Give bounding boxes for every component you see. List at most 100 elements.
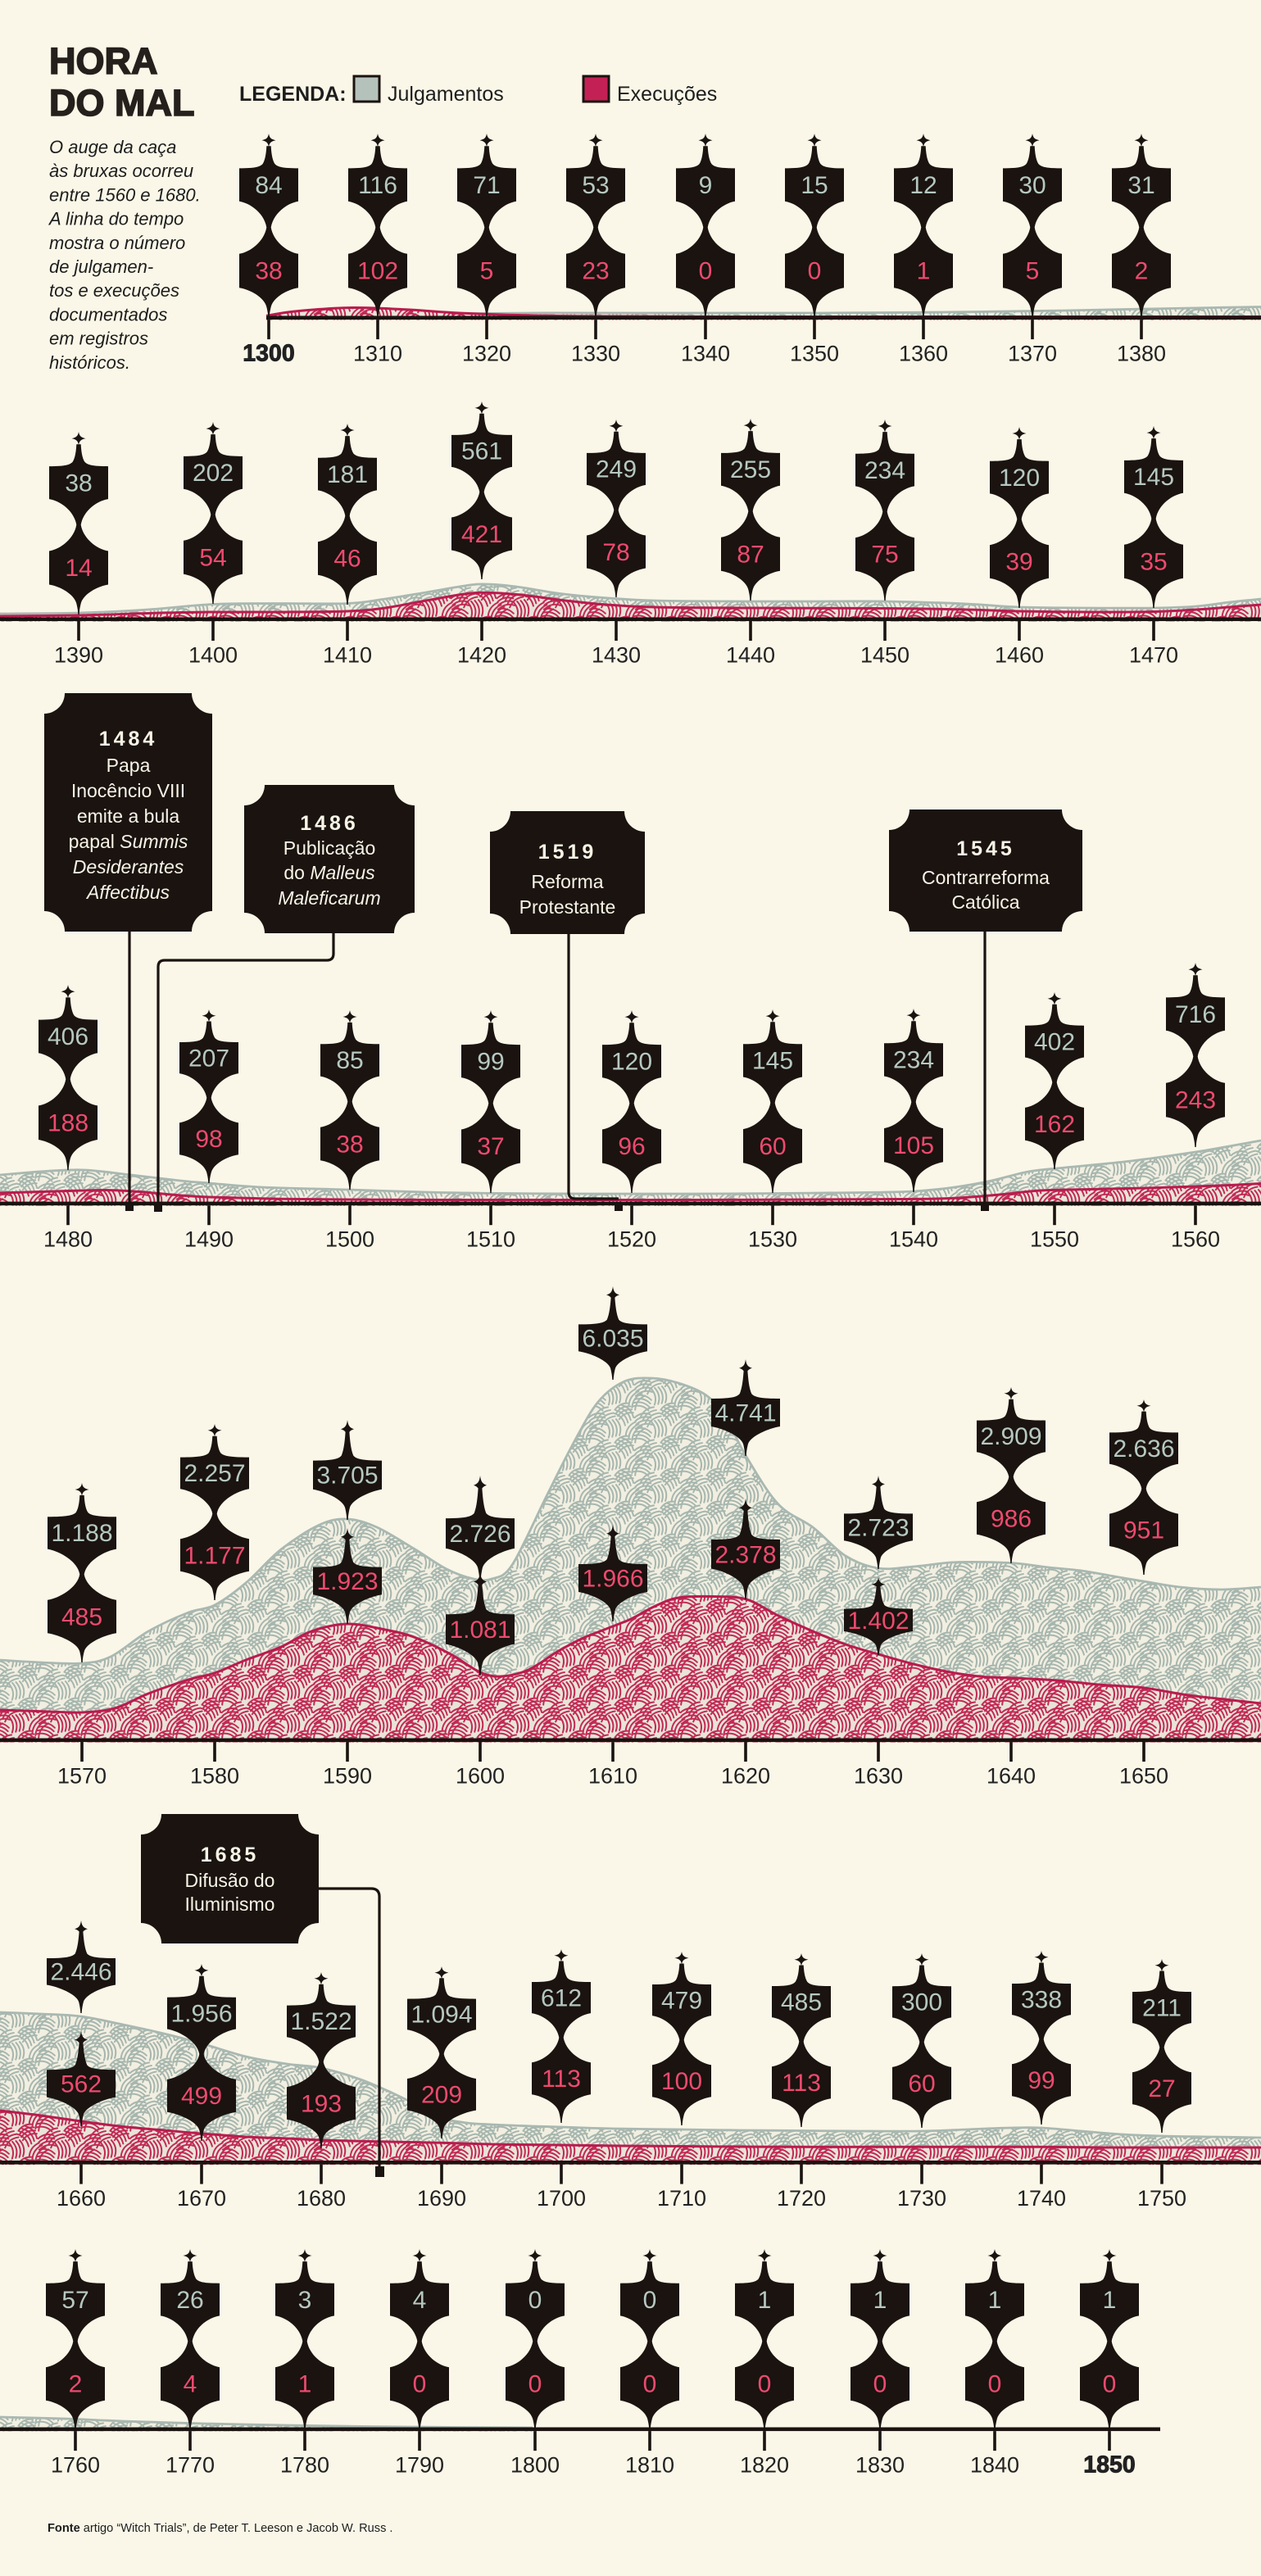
svg-text:15: 15 [801,172,828,199]
svg-text:emite a bula: emite a bula [77,805,180,827]
svg-text:57: 57 [61,2287,88,2314]
svg-text:181: 181 [327,461,368,488]
svg-text:105: 105 [893,1132,934,1159]
svg-text:Maleficarum: Maleficarum [278,887,380,909]
svg-text:485: 485 [781,1989,822,2016]
svg-text:100: 100 [661,2068,702,2095]
svg-text:Julgamentos: Julgamentos [388,83,504,106]
svg-text:Execuções: Execuções [617,83,717,106]
svg-text:DO MAL: DO MAL [49,82,194,124]
svg-text:0: 0 [758,2371,772,2398]
svg-text:0: 0 [528,2287,542,2314]
svg-text:23: 23 [582,258,609,285]
svg-text:249: 249 [596,456,637,483]
svg-text:14: 14 [65,555,92,582]
svg-text:39: 39 [1005,549,1032,576]
svg-text:84: 84 [255,172,282,199]
svg-text:Inocêncio VIII: Inocêncio VIII [71,780,185,801]
svg-text:1780: 1780 [280,2453,329,2478]
svg-text:Protestante: Protestante [519,896,616,918]
svg-text:78: 78 [602,539,629,566]
svg-text:1486: 1486 [300,812,359,835]
svg-text:485: 485 [61,1603,102,1630]
svg-text:562: 562 [61,2070,102,2098]
svg-text:1520: 1520 [607,1227,656,1252]
svg-text:0: 0 [699,258,713,285]
svg-text:1790: 1790 [395,2453,444,2478]
svg-text:1810: 1810 [625,2453,674,2478]
svg-text:402: 402 [1034,1028,1075,1055]
svg-text:1700: 1700 [537,2186,586,2211]
svg-text:27: 27 [1148,2075,1175,2102]
svg-text:60: 60 [759,1133,786,1160]
svg-text:193: 193 [301,2090,342,2117]
svg-text:1550: 1550 [1030,1227,1079,1252]
svg-text:1484: 1484 [99,728,158,751]
svg-text:1670: 1670 [177,2186,226,2211]
svg-text:1500: 1500 [325,1227,374,1252]
svg-text:986: 986 [991,1505,1032,1532]
svg-text:0: 0 [1103,2371,1117,2398]
svg-text:LEGENDA:: LEGENDA: [239,83,347,106]
svg-text:1440: 1440 [726,642,775,667]
svg-text:1: 1 [1103,2287,1117,2314]
svg-text:2.636: 2.636 [1113,1435,1174,1463]
svg-text:1350: 1350 [790,342,839,366]
svg-text:1.966: 1.966 [582,1566,643,1593]
svg-text:1850: 1850 [1083,2452,1135,2478]
svg-text:1460: 1460 [995,642,1044,667]
svg-text:Papa: Papa [107,755,151,776]
svg-text:1830: 1830 [855,2453,905,2478]
svg-text:1: 1 [873,2287,887,2314]
svg-text:Reforma: Reforma [531,871,603,892]
svg-text:A linha do tempo: A linha do tempo [48,209,184,229]
svg-text:Católica: Católica [951,891,1019,913]
svg-text:1590: 1590 [323,1764,372,1789]
svg-text:1400: 1400 [188,642,238,667]
svg-text:211: 211 [1142,1994,1182,2021]
svg-text:38: 38 [255,258,282,285]
svg-text:87: 87 [737,542,764,569]
svg-text:1750: 1750 [1137,2186,1186,2211]
svg-text:4: 4 [413,2287,427,2314]
svg-text:60: 60 [908,2070,935,2098]
svg-text:716: 716 [1175,1001,1216,1028]
svg-text:0: 0 [528,2371,542,2398]
svg-text:499: 499 [181,2083,222,2110]
svg-text:561: 561 [461,438,502,465]
svg-text:53: 53 [582,172,609,199]
svg-text:1.094: 1.094 [411,2002,472,2029]
svg-text:1800: 1800 [510,2453,560,2478]
svg-text:46: 46 [333,546,361,573]
svg-text:1740: 1740 [1017,2186,1066,2211]
svg-text:1330: 1330 [571,342,620,366]
svg-text:1430: 1430 [592,642,641,667]
svg-text:120: 120 [999,465,1040,492]
svg-text:1680: 1680 [297,2186,346,2211]
svg-text:Iluminismo: Iluminismo [185,1893,275,1915]
svg-text:99: 99 [1027,2067,1055,2094]
svg-text:1.923: 1.923 [316,1568,378,1595]
svg-text:1630: 1630 [854,1764,903,1789]
svg-text:300: 300 [901,1989,942,2016]
svg-text:1685: 1685 [201,1844,260,1866]
svg-text:234: 234 [864,457,905,484]
svg-text:209: 209 [421,2082,462,2109]
svg-text:2.257: 2.257 [184,1460,245,1487]
svg-text:145: 145 [752,1048,793,1075]
svg-text:2.726: 2.726 [449,1521,510,1548]
svg-text:1660: 1660 [57,2186,106,2211]
svg-text:1690: 1690 [417,2186,466,2211]
svg-text:188: 188 [48,1110,88,1137]
svg-text:1540: 1540 [889,1227,938,1252]
svg-text:31: 31 [1127,172,1154,199]
svg-text:1840: 1840 [970,2453,1019,2478]
svg-text:2.446: 2.446 [50,1959,111,1986]
svg-text:mostra o número: mostra o número [49,233,185,253]
svg-text:1: 1 [917,258,931,285]
svg-text:113: 113 [542,2066,581,2093]
svg-text:2: 2 [69,2371,83,2398]
svg-text:0: 0 [873,2371,887,2398]
svg-text:1600: 1600 [456,1764,505,1789]
svg-text:1490: 1490 [184,1227,234,1252]
